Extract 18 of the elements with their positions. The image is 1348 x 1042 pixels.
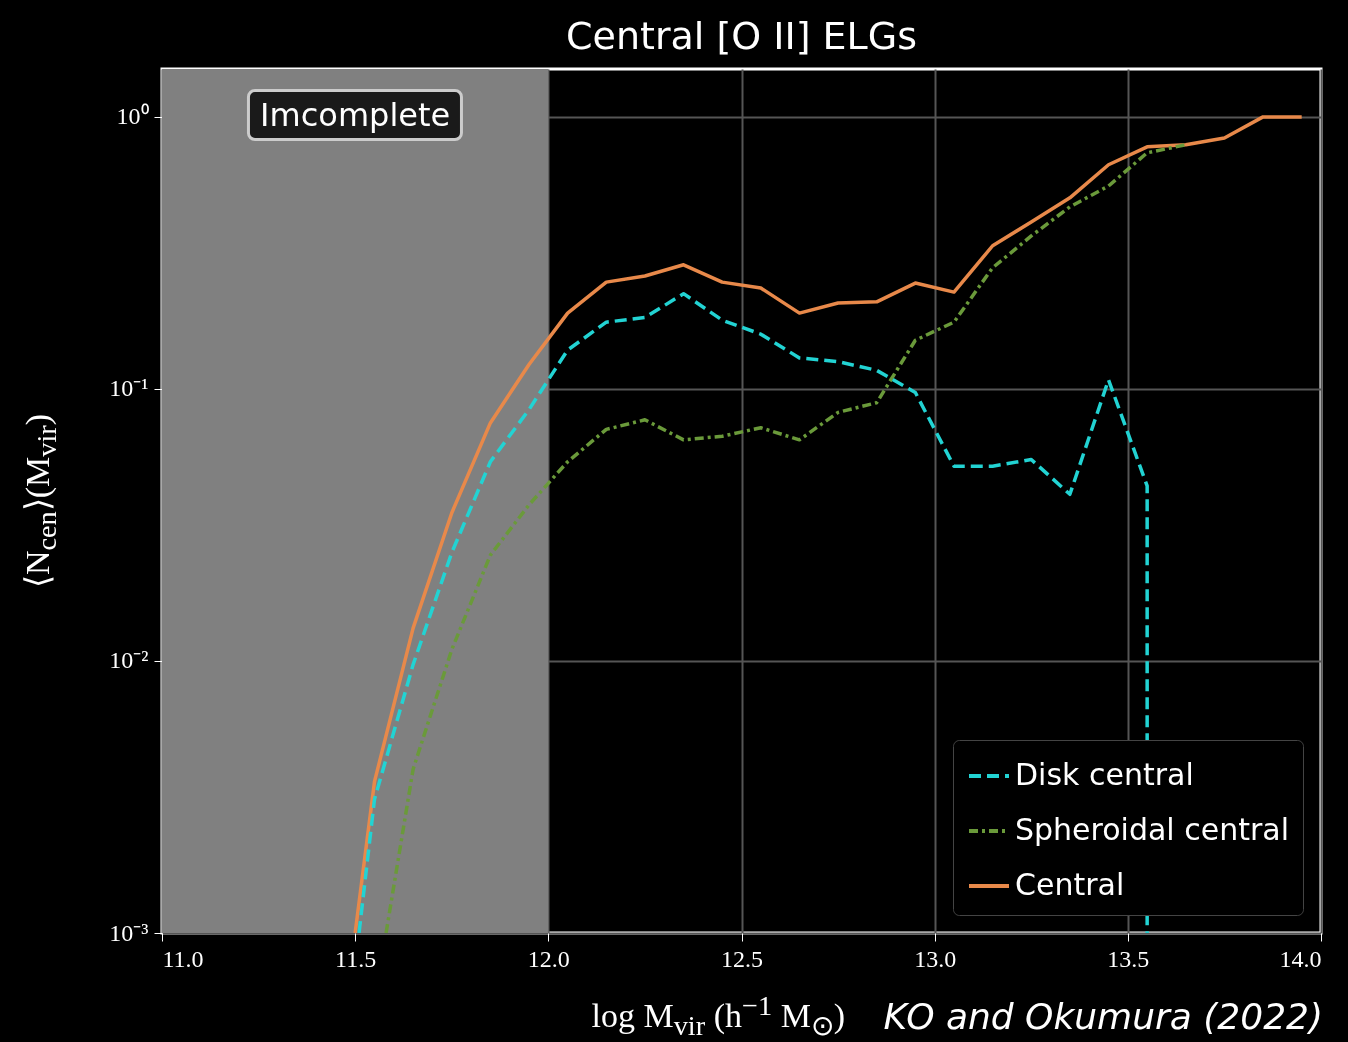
x-tick-label: 13.5 xyxy=(1107,945,1150,972)
y-tick-label: 10⁻¹ xyxy=(109,375,149,402)
x-tick-label: 12.0 xyxy=(527,945,570,972)
x-tick-label: 14.0 xyxy=(1279,945,1322,972)
y-tick-label: 10⁻² xyxy=(109,647,149,674)
text: KO and Okumura (2022) xyxy=(883,996,1323,1037)
x-tick-label: 13.0 xyxy=(914,945,957,972)
legend-label: Spheroidal central xyxy=(1015,812,1289,847)
band-label: Imcomplete xyxy=(247,89,464,141)
x-tick-label: 11.0 xyxy=(162,945,204,972)
x-tick-label: 11.5 xyxy=(335,945,377,972)
x-axis-title: log M$_{vir}$ (h$^{−1}$ M$_{⊙}$) xyxy=(591,990,846,1042)
legend-label: Disk central xyxy=(1015,757,1194,792)
chart-title: Central [O II] ELGs xyxy=(566,14,917,58)
x-tick-label: 12.5 xyxy=(721,945,763,972)
legend-label: Central xyxy=(1015,867,1125,902)
y-tick-label: 10⁰ xyxy=(116,103,149,130)
y-tick-label: 10⁻³ xyxy=(109,919,149,946)
